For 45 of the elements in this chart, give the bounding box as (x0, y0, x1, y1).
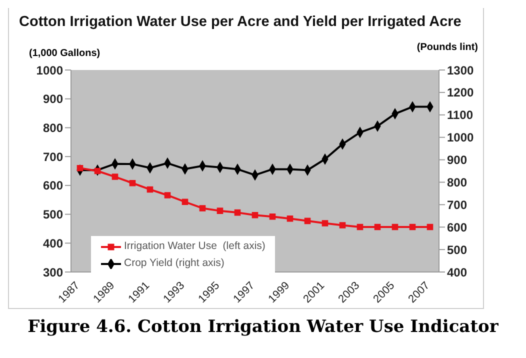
point (286, 215, 294, 222)
chart-title: Cotton Irrigation Water Use per Acre and Yield per Irrigated Acre (19, 14, 462, 30)
y-tick-label: 600 (42, 178, 64, 193)
point (252, 212, 258, 218)
point (76, 164, 84, 172)
y-tick-label: 300 (42, 265, 64, 280)
y-tick-label: 800 (42, 120, 64, 135)
y2-tick-label: 1200 (447, 86, 474, 100)
point (356, 224, 364, 230)
legend-label: Irrigation Water Use (left axis) (124, 239, 266, 254)
y-tick-label: 900 (42, 92, 64, 106)
point (339, 222, 346, 228)
y2-tick-label: 600 (447, 220, 468, 234)
y2-tick-label: 800 (447, 175, 468, 190)
y2-tick-label: 700 (447, 198, 468, 212)
y-tick-label: 500 (42, 208, 64, 222)
point (374, 224, 381, 230)
legend-label: Crop Yield (right axis) (124, 256, 224, 271)
point (164, 192, 171, 198)
point (94, 168, 101, 174)
y2-tick-label: 1100 (447, 108, 474, 122)
y2-tick-label: 1300 (447, 63, 474, 78)
point (112, 174, 118, 180)
point (216, 208, 224, 214)
y-axis-title: (1,000 Gallons) (29, 48, 100, 59)
point (146, 186, 154, 193)
y2-tick-label: 900 (447, 153, 468, 168)
y2-tick-label: 500 (447, 242, 468, 257)
caption: Figure 4.6. Cotton Irrigation Water Use Indicator (26, 317, 500, 337)
point (392, 224, 398, 230)
point (426, 224, 434, 230)
y2-tick-label: 400 (447, 265, 468, 280)
y-tick-label: 400 (42, 236, 64, 250)
point (234, 209, 241, 216)
point (322, 220, 328, 226)
point (182, 198, 188, 206)
y2-axis-title: (Pounds lint) (416, 42, 478, 53)
y2-tick-label: 1000 (447, 130, 474, 145)
point (129, 180, 136, 186)
y-tick-label: 1000 (36, 63, 64, 78)
point (269, 213, 276, 220)
point (199, 205, 206, 212)
point (409, 224, 416, 230)
y-tick-label: 700 (42, 150, 64, 164)
point (304, 218, 311, 224)
